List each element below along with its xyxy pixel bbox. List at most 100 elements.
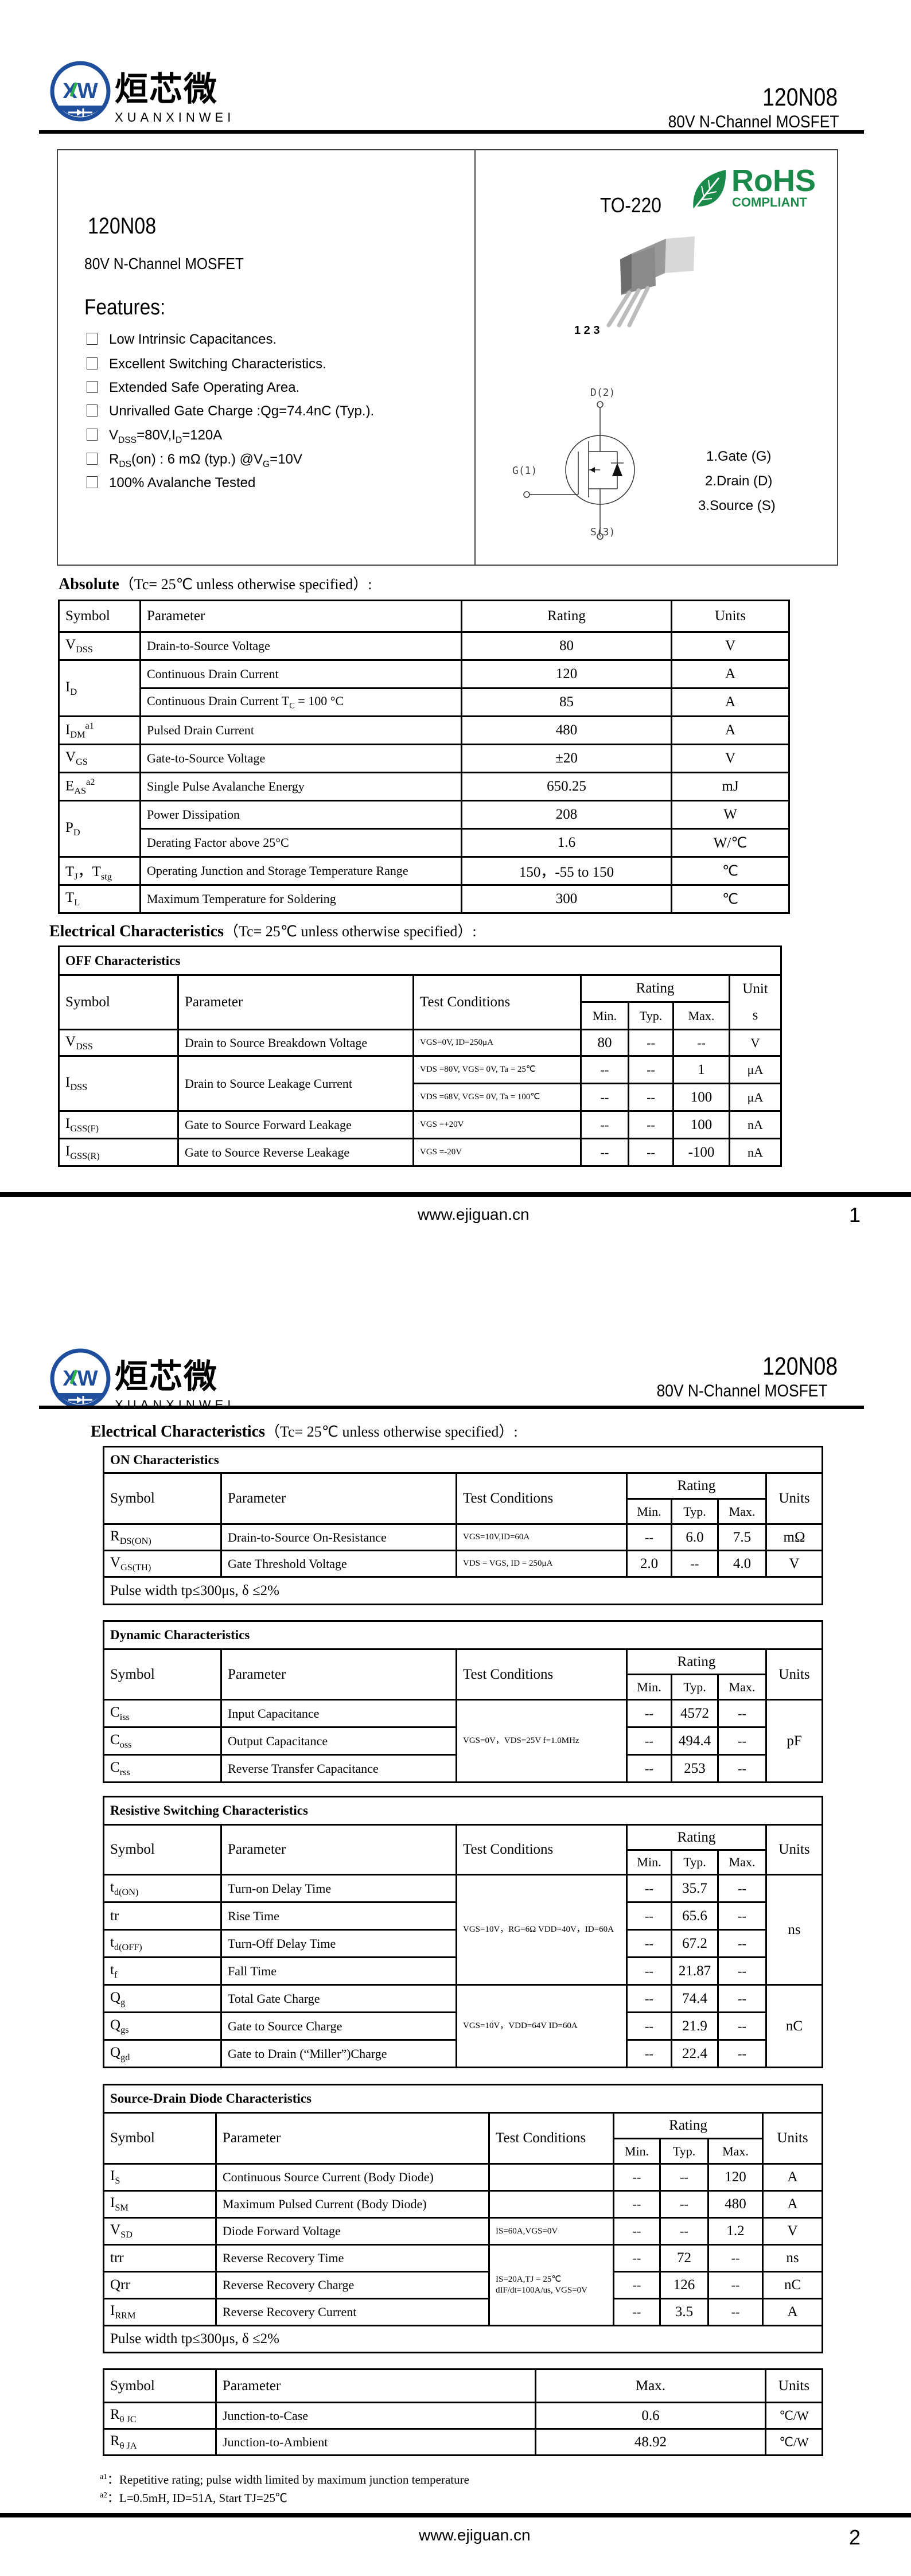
max-text: -- — [707, 2271, 764, 2299]
table-row: IS Continuous Source Current (Body Diode)… — [103, 2163, 824, 2192]
max-text: -- — [717, 1956, 767, 1986]
sym-text: T — [65, 863, 75, 880]
unit-text: W/℃ — [671, 828, 790, 858]
unit-text: nA — [729, 1110, 782, 1139]
table-header-row: Symbol Parameter Test Conditions Rating Unit — [58, 974, 782, 1030]
min-text: Min. — [626, 1498, 672, 1525]
max-text: -- — [717, 1726, 767, 1756]
table-note: Pulse width tp≤300μs, δ ≤2% — [102, 1576, 824, 1605]
headers-text: Symbol — [58, 600, 141, 633]
sym-text: R — [110, 2433, 120, 2449]
sym-text: I — [65, 679, 71, 695]
header-subtitle: 80V N-Channel MOSFET — [668, 112, 839, 131]
min-text: Min. — [613, 2138, 661, 2165]
table-row: Qgs Gate to Source Charge -- 21.9 -- — [103, 2011, 823, 2041]
typ-text: -- — [628, 1083, 674, 1112]
max-text: Max. — [535, 2368, 766, 2403]
a-text: R — [109, 452, 119, 467]
sym-text: I — [65, 1115, 71, 1131]
min-text: -- — [613, 2163, 661, 2192]
min-text: -- — [613, 2190, 661, 2219]
typ-text: Typ. — [628, 1001, 674, 1030]
max-text: Max. — [717, 1498, 767, 1525]
diode-characteristics-table: Source-Drain Diode Characteristics Symbo… — [102, 2084, 824, 2353]
min-text: 2.0 — [626, 1550, 672, 1578]
units-text: Units — [765, 2368, 823, 2403]
parameter-text: Parameter — [220, 1648, 457, 1701]
footer-url[interactable]: www.ejiguan.cn — [419, 2526, 531, 2544]
condition-text: （Tc= 25℃ unless otherwise specified）: — [119, 576, 372, 593]
logo-mark-icon: XW — [50, 61, 111, 122]
min-text: -- — [626, 1754, 672, 1783]
unit-text: nA — [729, 1138, 782, 1167]
sym-text: I — [65, 1074, 71, 1090]
section-title: Resistive Switching Characteristics — [102, 1796, 824, 1826]
header-part-number: 120N08 — [762, 83, 838, 111]
min-text: -- — [580, 1138, 629, 1167]
features-text: Extended Safe Operating Area. — [109, 380, 300, 395]
table-row: tf Fall Time -- 21.87 -- — [103, 1956, 823, 1986]
a-sub-text: DS — [119, 459, 132, 469]
sym-text: t — [110, 1879, 114, 1895]
max-text: -- — [717, 1874, 767, 1903]
table-row: Qgd Gate to Drain (“Miller”)Charge -- 22.4-… — [103, 2039, 823, 2068]
table-row: IDSS Drain to Source Leakage Current VDS =… — [58, 1055, 782, 1112]
sub-text: θ JA — [119, 2440, 137, 2451]
page-number: 2 — [849, 2526, 861, 2549]
min-text: Min. — [580, 1001, 629, 1030]
typ-text: 3.5 — [659, 2298, 709, 2326]
max-text: 120 — [707, 2163, 764, 2192]
max-text: 100 — [672, 1110, 730, 1139]
section-title: OFF Characteristics — [58, 945, 782, 976]
header-subtitle: 80V N-Channel MOSFET — [656, 1382, 827, 1400]
max-text: 480 — [707, 2190, 764, 2219]
parameter-text: Parameter — [177, 974, 414, 1030]
unit1-text: ns — [765, 1874, 824, 1986]
leaf-icon — [691, 170, 726, 212]
thermal-resistance-table: Symbol Parameter Max. Units Rθ JC Junction-t… — [103, 2368, 823, 2456]
param-text: Gate to Source Charge — [220, 2011, 457, 2041]
sym-text: V — [65, 1033, 76, 1049]
typ-text: 74.4 — [671, 1984, 719, 2013]
max-text: -- — [717, 2039, 767, 2068]
footer-url[interactable]: www.ejiguan.cn — [418, 1205, 530, 1223]
svg-text:XW: XW — [63, 79, 98, 103]
sym-text: P — [65, 819, 73, 835]
sym-text: V — [110, 2222, 121, 2238]
sym-text: C — [110, 1704, 120, 1720]
to220-package-image — [606, 236, 695, 328]
electrical-heading: Electrical Characteristics（Tc= 25℃ unles… — [91, 1424, 518, 1440]
max-text: -- — [717, 1754, 767, 1783]
typ-text: 65.6 — [671, 1901, 719, 1931]
max-text: -- — [717, 1929, 767, 1958]
min-text: -- — [580, 1110, 629, 1139]
table-row: VDSS Drain-to-Source Voltage 80 V — [58, 631, 790, 661]
sym-text: I — [110, 2168, 115, 2184]
headers-text: Rating — [461, 600, 672, 633]
test-text: Test Conditions — [412, 974, 582, 1030]
table-row: trr Reverse Recovery Time IS=20A,TJ = 25℃ … — [103, 2244, 824, 2326]
tc1-text: VGS=10V，RG=6Ω VDD=40V，ID=60A — [456, 1874, 628, 1986]
param-text: Single Pulse Avalanche Energy — [139, 772, 462, 801]
param-text: Gate to Drain (“Miller”)Charge — [220, 2039, 457, 2068]
min-text: -- — [613, 2298, 661, 2326]
unit-text: V — [671, 744, 790, 773]
text-text: ：Repetitive rating; pulse width limited … — [107, 2473, 469, 2486]
logo-mark-icon: XW — [50, 1348, 111, 1409]
table-row: IGSS(R) Gate to Source Reverse Leakage VGS… — [58, 1138, 782, 1167]
table-row: EASa2 Single Pulse Avalanche Energy 650.25… — [58, 772, 790, 801]
param-text: Diode Forward Voltage — [215, 2217, 490, 2246]
b-text: (on) : 6 mΩ (typ.) @V — [131, 452, 263, 467]
param-text: Drain to Source Breakdown Voltage — [177, 1029, 414, 1057]
test-text: Test Conditions — [456, 1472, 628, 1525]
unit-text: A — [761, 2190, 824, 2219]
sym-text: I — [110, 2195, 115, 2211]
pin-drain: 2.Drain (D) — [705, 473, 773, 489]
min-text: -- — [613, 2217, 661, 2246]
sym-text: tr — [103, 1901, 222, 1931]
unit-text: ℃ — [671, 856, 790, 886]
sub-text: S — [115, 2176, 120, 2186]
typ-text: -- — [659, 2190, 709, 2219]
tc-text: VGS=0V，VDS=25V f=1.0MHz — [456, 1699, 628, 1783]
electrical-heading: Electrical Characteristics（Tc= 25℃ unles… — [49, 924, 477, 940]
